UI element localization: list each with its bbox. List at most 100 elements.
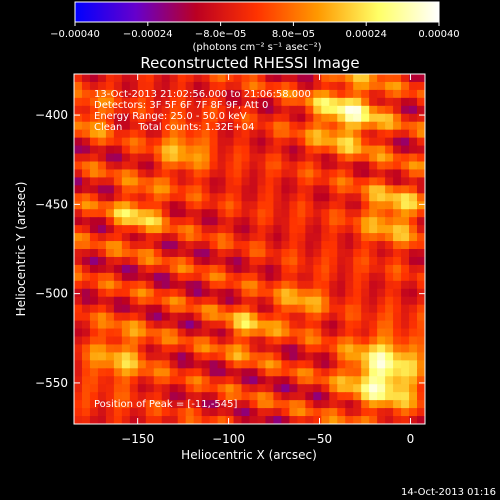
heatmap-cell	[193, 201, 203, 210]
heatmap-cell	[273, 280, 283, 290]
heatmap-cell	[281, 416, 290, 424]
heatmap-cell	[185, 129, 195, 139]
heatmap-cell	[145, 89, 155, 99]
heatmap-cell	[337, 233, 346, 242]
heatmap-cell	[177, 272, 187, 282]
heatmap-cell	[385, 161, 394, 171]
heatmap-cell	[121, 280, 131, 290]
heatmap-cell	[74, 400, 83, 409]
heatmap-cell	[321, 153, 330, 163]
heatmap-cell	[113, 384, 123, 393]
heatmap-cell	[161, 376, 171, 385]
heatmap-cell	[377, 249, 386, 258]
heatmap-cell	[145, 161, 155, 171]
heatmap-cell	[345, 97, 354, 107]
heatmap-cell	[369, 296, 378, 306]
heatmap-cell	[241, 304, 251, 314]
heatmap-cell	[329, 185, 338, 194]
heatmap-cell	[401, 408, 410, 417]
heatmap-cell	[305, 201, 314, 210]
heatmap-cell	[321, 376, 330, 385]
heatmap-cell	[385, 81, 394, 91]
heatmap-cell	[369, 193, 378, 202]
heatmap-cell	[401, 185, 410, 194]
heatmap-cell	[217, 256, 227, 266]
heatmap-cell	[369, 416, 378, 424]
heatmap-cell	[385, 328, 394, 338]
heatmap-cell	[89, 264, 99, 274]
heatmap-cell	[145, 137, 155, 147]
heatmap-cell	[249, 400, 259, 409]
heatmap-cell	[281, 233, 290, 242]
heatmap-cell	[209, 169, 219, 178]
heatmap-cell	[353, 241, 362, 250]
heatmap-cell	[113, 161, 123, 171]
heatmap-cell	[209, 105, 219, 115]
heatmap-cell	[409, 217, 418, 226]
heatmap-cell	[273, 320, 283, 330]
heatmap-cell	[81, 113, 91, 123]
heatmap-cell	[145, 272, 155, 282]
heatmap-cell	[97, 256, 107, 266]
heatmap-cell	[361, 121, 370, 131]
heatmap-cell	[385, 249, 394, 258]
heatmap-cell	[273, 129, 283, 139]
heatmap-cell	[369, 272, 378, 282]
heatmap-cell	[265, 241, 275, 250]
heatmap-cell	[377, 256, 386, 266]
heatmap-cell	[401, 217, 410, 226]
heatmap-cell	[321, 312, 330, 322]
heatmap-cell	[145, 225, 155, 234]
heatmap-cell	[81, 336, 91, 346]
heatmap-cell	[417, 280, 425, 290]
heatmap-cell	[305, 129, 314, 139]
heatmap-cell	[305, 272, 314, 282]
heatmap-cell	[201, 392, 211, 401]
heatmap-cell	[305, 376, 314, 385]
heatmap-cell	[337, 81, 346, 91]
heatmap-cell	[74, 129, 83, 139]
heatmap-cell	[74, 233, 83, 242]
heatmap-cell	[273, 264, 283, 274]
heatmap-cell	[353, 145, 362, 155]
heatmap-cell	[89, 81, 99, 91]
heatmap-cell	[377, 209, 386, 218]
heatmap-cell	[129, 344, 139, 353]
heatmap-cell	[401, 256, 410, 266]
heatmap-cell	[249, 392, 259, 401]
heatmap-cell	[241, 264, 251, 274]
heatmap-cell	[385, 280, 394, 290]
heatmap-cell	[169, 344, 179, 353]
heatmap-cell	[289, 368, 298, 377]
heatmap-cell	[281, 304, 290, 314]
heatmap-cell	[321, 272, 330, 282]
heatmap-cell	[169, 105, 179, 115]
heatmap-cell	[89, 256, 99, 266]
heatmap-cell	[113, 177, 123, 186]
heatmap-cell	[249, 121, 259, 131]
heatmap-cell	[369, 74, 378, 83]
heatmap-cell	[121, 328, 131, 338]
heatmap-cell	[225, 74, 235, 83]
heatmap-cell	[313, 344, 322, 353]
heatmap-cell	[121, 256, 131, 266]
heatmap-cell	[225, 113, 235, 123]
heatmap-cell	[209, 336, 219, 346]
heatmap-cell	[257, 416, 267, 424]
heatmap-cell	[353, 352, 362, 361]
heatmap-cell	[89, 312, 99, 322]
heatmap-cell	[161, 280, 171, 290]
heatmap-cell	[345, 169, 354, 178]
heatmap-cell	[201, 81, 211, 91]
heatmap-cell	[217, 81, 227, 91]
heatmap-cell	[105, 392, 115, 401]
heatmap-cell	[345, 408, 354, 417]
heatmap-cell	[89, 280, 99, 290]
heatmap-cell	[257, 392, 267, 401]
heatmap-cell	[81, 233, 91, 242]
heatmap-cell	[185, 137, 195, 147]
heatmap-cell	[233, 97, 243, 107]
heatmap-cell	[417, 416, 425, 424]
x-tick-label: 0	[407, 432, 415, 446]
heatmap-cell	[345, 312, 354, 322]
